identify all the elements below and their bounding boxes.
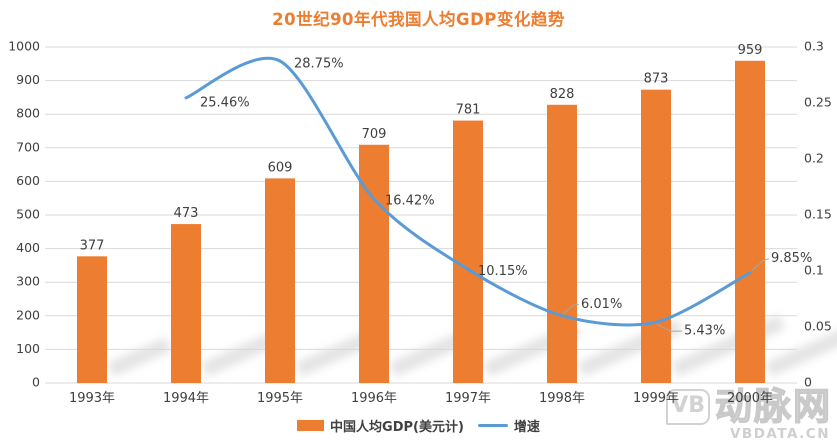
bar-value-label: 709 [362, 127, 387, 142]
bar-3 [359, 144, 389, 383]
y-tick-label-right: 0.2 [804, 151, 824, 166]
bar-2 [265, 178, 295, 383]
y-tick-label-left: 200 [16, 307, 40, 322]
x-tick-label: 2000年 [727, 391, 773, 406]
bar-6 [641, 89, 671, 383]
background-shadow [765, 311, 837, 377]
bar-4 [453, 120, 483, 384]
chart-title: 20世纪90年代我国人均GDP变化趋势 [272, 10, 565, 29]
leader-line [562, 304, 579, 315]
leader-line [751, 258, 770, 272]
bar-value-label: 377 [80, 238, 105, 253]
shadow-shape [107, 337, 172, 377]
y-tick-label-left: 0 [32, 375, 40, 390]
growth-line [184, 56, 752, 327]
line-point-label: 9.85% [771, 251, 812, 266]
y-tick-label-right: 0.05 [804, 319, 832, 334]
x-tick-label: 1996年 [351, 391, 397, 406]
shadow-shape [201, 333, 274, 377]
bar-value-label: 473 [174, 206, 199, 221]
line-point-label: 25.46% [200, 95, 250, 110]
vbdata-logo-icon: VB [666, 388, 710, 425]
legend-line-swatch-icon [477, 424, 508, 427]
bar-1 [171, 224, 201, 383]
bar-value-label: 959 [738, 43, 763, 58]
legend-item-gdp: 中国人均GDP(美元计) [297, 416, 464, 435]
leader-line [656, 323, 682, 332]
bar-value-label: 609 [268, 160, 293, 175]
legend-label-growth: 增速 [513, 420, 540, 435]
legend-label-gdp: 中国人均GDP(美元计) [330, 420, 464, 435]
y-tick-label-left: 100 [16, 341, 40, 356]
legend-item-growth: 增速 [477, 416, 540, 435]
bar-value-label: 828 [550, 87, 575, 102]
line-point-label: 28.75% [294, 57, 344, 72]
line-point-label: 16.42% [385, 194, 435, 209]
background-shadow [107, 337, 172, 377]
y-tick-label-left: 300 [16, 274, 40, 289]
y-tick-label-left: 500 [16, 207, 40, 222]
y-tick-label-right: 0.15 [804, 207, 832, 222]
bar-0 [77, 256, 107, 383]
bar-7 [735, 60, 765, 383]
y-tick-label-right: 0.1 [804, 263, 824, 278]
shadow-shape [765, 311, 837, 377]
bar-value-label: 873 [644, 72, 669, 87]
watermark-name: 动脉网 [714, 385, 832, 428]
line-point-label: 5.43% [684, 324, 725, 339]
bar-5 [547, 104, 577, 384]
y-tick-label-left: 1000 [8, 39, 40, 54]
x-tick-label: 1999年 [633, 391, 679, 406]
y-tick-label-right: 0.3 [804, 39, 824, 54]
watermark-row: VB 动脉网 [666, 385, 832, 428]
y-tick-label-left: 800 [16, 106, 40, 121]
x-tick-label: 1998年 [539, 391, 585, 406]
y-tick-label-left: 700 [16, 139, 40, 154]
watermark-domain: VBDATA.CN [729, 426, 830, 442]
x-tick-label: 1995年 [257, 391, 303, 406]
x-tick-label: 1997年 [445, 391, 491, 406]
background-shadow [201, 333, 274, 377]
y-tick-label-left: 900 [16, 72, 40, 87]
background-shadow [295, 329, 377, 377]
x-tick-label: 1993年 [69, 391, 115, 406]
bar-value-label: 781 [456, 103, 481, 118]
y-tick-label-right: 0.25 [804, 95, 832, 110]
line-point-label: 6.01% [581, 297, 622, 312]
y-tick-label-right: 0 [804, 375, 812, 390]
watermark: VB 动脉网 VBDATA.CN [666, 385, 832, 442]
legend-bar-swatch-icon [297, 420, 325, 431]
y-tick-label-left: 400 [16, 240, 40, 255]
y-tick-label-left: 600 [16, 173, 40, 188]
legend: 中国人均GDP(美元计) 增速 [0, 416, 837, 435]
line-point-label: 10.15% [478, 264, 528, 279]
shadow-shape [295, 329, 377, 377]
x-tick-label: 1994年 [163, 391, 209, 406]
